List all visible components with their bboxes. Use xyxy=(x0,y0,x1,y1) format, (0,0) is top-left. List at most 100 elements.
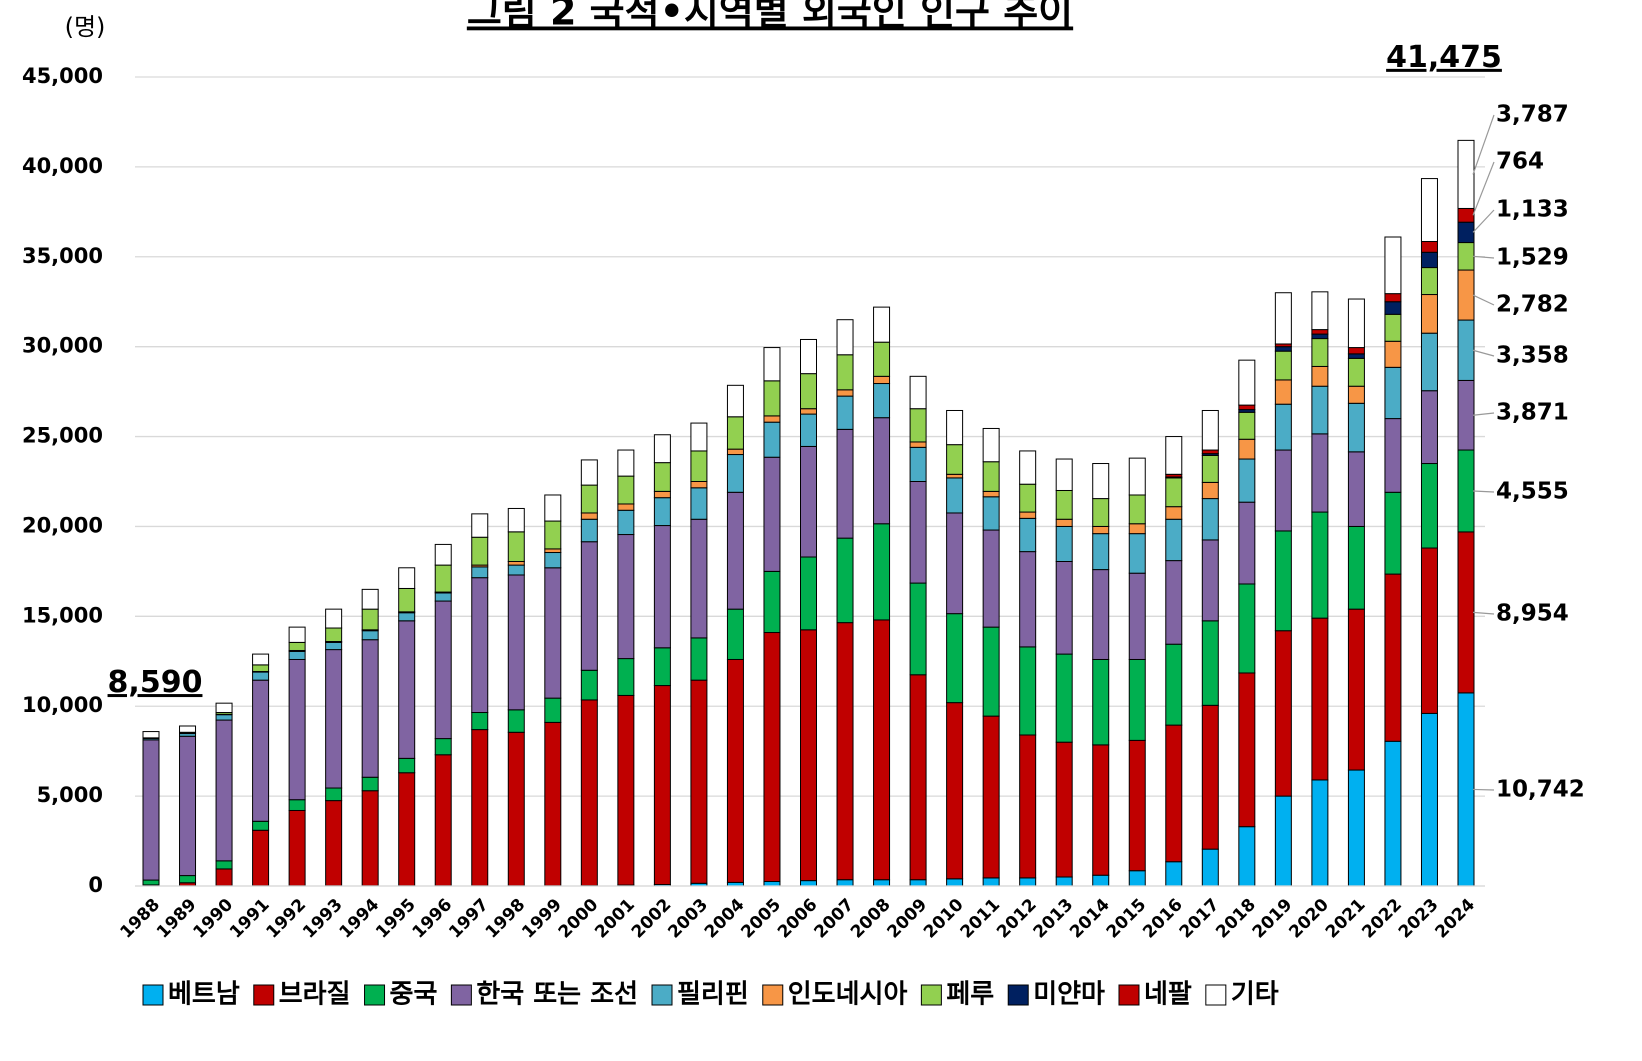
bar-segment xyxy=(1457,379,1475,451)
bar-segment xyxy=(763,456,781,572)
bar-segment xyxy=(946,702,964,880)
bar-segment xyxy=(800,445,817,558)
legend-label: 중국 xyxy=(390,980,438,1010)
bar-segment xyxy=(617,658,635,696)
bar-segment xyxy=(325,787,343,802)
bar-segment xyxy=(471,729,489,887)
bar-segment xyxy=(434,738,452,756)
bar-segment xyxy=(580,699,598,887)
bar-segment xyxy=(507,574,525,711)
legend-label: 페루 xyxy=(946,980,994,1010)
bar-segment xyxy=(1311,291,1329,331)
bar-segment xyxy=(763,881,781,887)
bar-segment xyxy=(361,630,379,641)
bar-segment xyxy=(1347,357,1365,387)
bar-segment xyxy=(653,647,671,687)
label-leader xyxy=(1472,412,1495,416)
x-tick-label: 2004 xyxy=(701,895,749,943)
total-label: 8,590 xyxy=(108,665,203,700)
bar-segment xyxy=(252,671,270,681)
y-tick-label: 20,000 xyxy=(22,513,103,537)
bar-segment xyxy=(507,561,525,566)
bar-segment xyxy=(361,588,379,610)
bar-segment xyxy=(361,776,379,792)
bar-segment xyxy=(690,679,708,884)
y-tick-label: 0 xyxy=(88,873,103,897)
bar-segment xyxy=(471,577,489,714)
bar-segment xyxy=(288,650,306,660)
bar-segment xyxy=(1019,877,1037,887)
bar-segment xyxy=(1019,734,1037,879)
bar-segment xyxy=(690,481,708,489)
bar-segment xyxy=(836,389,854,397)
bar-segment xyxy=(1019,551,1037,648)
bar-segment xyxy=(1420,267,1438,296)
bar-segment xyxy=(726,491,744,610)
bar-segment xyxy=(653,497,671,527)
bar-segment xyxy=(909,582,927,676)
x-tick-label: 2020 xyxy=(1285,895,1333,943)
bar-segment xyxy=(617,503,635,511)
data-label: 1,133 xyxy=(1496,197,1569,223)
bar-segment xyxy=(361,608,379,631)
bar-segment xyxy=(1128,457,1146,496)
bar-segment xyxy=(288,658,306,801)
bar-segment xyxy=(982,461,1000,492)
data-label: 4,555 xyxy=(1496,479,1569,505)
bar-segment xyxy=(361,790,379,887)
bar-segment xyxy=(1128,494,1146,525)
bar-segment xyxy=(1420,390,1438,465)
bar-segment xyxy=(398,612,416,622)
y-tick-label: 25,000 xyxy=(22,424,103,448)
bar-segment xyxy=(946,613,964,704)
bar-segment xyxy=(288,626,306,643)
bar-segment xyxy=(800,556,817,631)
bar-segment xyxy=(1347,385,1365,404)
bar-segment xyxy=(763,421,781,458)
bar-segment xyxy=(1019,646,1037,736)
bar-segment xyxy=(1274,403,1292,451)
data-label: 764 xyxy=(1496,149,1544,175)
bar-segment xyxy=(1420,240,1438,253)
bar-segment xyxy=(507,507,525,533)
bar-segment xyxy=(836,537,854,624)
x-tick-label: 1995 xyxy=(372,895,420,943)
label-leader xyxy=(1472,611,1495,615)
bar-segment xyxy=(982,626,1000,717)
bar-segment xyxy=(252,679,270,822)
bar-segment xyxy=(1274,350,1292,381)
bar-segment xyxy=(1128,658,1146,741)
label-leader xyxy=(1472,255,1495,259)
bar-segment xyxy=(1347,451,1365,527)
bar-segment xyxy=(1311,329,1329,335)
bar-segment xyxy=(946,512,964,615)
bar-segment xyxy=(1420,294,1438,334)
bar-segment xyxy=(1457,242,1475,271)
bar-segment xyxy=(653,490,671,499)
bar-segment xyxy=(726,448,744,456)
bar-segment xyxy=(800,629,817,882)
legend-label: 기타 xyxy=(1231,980,1279,1010)
x-tick-label: 2021 xyxy=(1322,895,1370,943)
bar-segment xyxy=(1201,481,1219,500)
bar-segment xyxy=(909,441,927,448)
bar-segment xyxy=(1019,517,1037,553)
legend-label: 필리핀 xyxy=(677,980,749,1010)
bar-segment xyxy=(580,512,598,520)
legend-swatch xyxy=(364,984,386,1006)
bar-segment xyxy=(946,409,964,446)
bar-segment xyxy=(434,592,452,602)
x-tick-label: 1993 xyxy=(299,895,347,943)
bar-segment xyxy=(800,338,817,375)
bar-segment xyxy=(800,408,817,415)
x-tick-label: 2022 xyxy=(1358,895,1406,943)
bar-segment xyxy=(982,490,1000,498)
bar-segment xyxy=(1201,848,1219,887)
x-tick-label: 1994 xyxy=(336,895,384,943)
bar-segment xyxy=(1092,569,1110,660)
bar-segment xyxy=(1128,739,1146,872)
legend-swatch xyxy=(1007,984,1029,1006)
bar-segment xyxy=(580,518,598,543)
bar-segment xyxy=(544,721,562,887)
y-tick-label: 45,000 xyxy=(22,64,103,88)
